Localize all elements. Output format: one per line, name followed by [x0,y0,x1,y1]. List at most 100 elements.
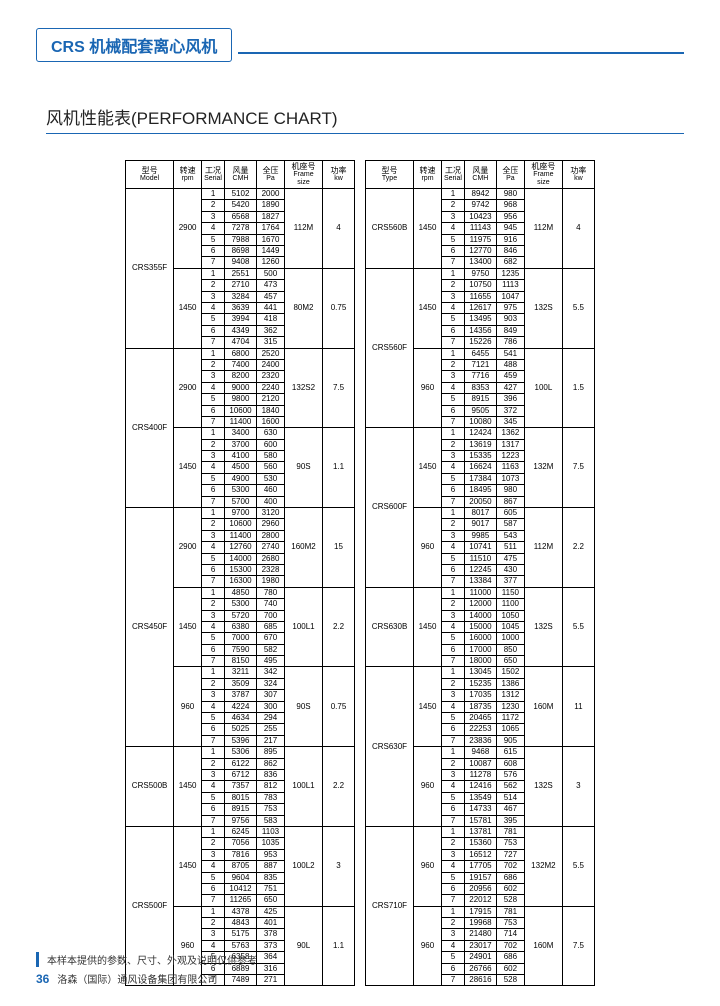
cell-serial: 4 [202,382,225,393]
cell-serial: 4 [442,701,465,712]
cell-serial: 7 [202,576,225,587]
cell-cmh: 7816 [225,849,257,860]
cell-serial: 1 [202,189,225,200]
cell-cmh: 4704 [225,337,257,348]
cell-pa: 650 [257,895,285,906]
cell-pa: 2520 [257,348,285,359]
cell-cmh: 8915 [225,804,257,815]
cell-frame: 132S [524,747,562,827]
cell-cmh: 24901 [464,952,496,963]
cell-pa: 686 [496,952,524,963]
performance-table-right: 型号Type转速rpm工况Serial风量CMH全压Pa机座号Frame siz… [365,160,595,986]
cell-serial: 6 [202,485,225,496]
cell-kw: 5.5 [562,587,594,667]
cell-serial: 1 [202,747,225,758]
cell-cmh: 6568 [225,211,257,222]
cell-serial: 6 [442,963,465,974]
cell-cmh: 8017 [464,508,496,519]
cell-kw: 3 [562,747,594,827]
column-header: 风量CMH [464,161,496,189]
cell-serial: 4 [442,781,465,792]
cell-cmh: 12770 [464,246,496,257]
cell-rpm: 2900 [174,348,202,428]
cell-kw: 4 [323,189,355,269]
cell-frame: 90S [285,667,323,747]
cell-serial: 2 [202,200,225,211]
cell-serial: 6 [442,883,465,894]
cell-serial: 7 [442,815,465,826]
cell-cmh: 7357 [225,781,257,792]
cell-model: CRS400F [126,348,174,507]
cell-pa: 836 [257,770,285,781]
cell-cmh: 15235 [464,678,496,689]
cell-cmh: 20050 [464,496,496,507]
cell-kw: 15 [323,508,355,588]
cell-cmh: 5720 [225,610,257,621]
cell-pa: 541 [496,348,524,359]
cell-cmh: 3787 [225,690,257,701]
cell-cmh: 10080 [464,416,496,427]
cell-pa: 475 [496,553,524,564]
cell-serial: 7 [202,337,225,348]
cell-cmh: 12416 [464,781,496,792]
cell-cmh: 6455 [464,348,496,359]
cell-serial: 3 [202,451,225,462]
cell-rpm: 960 [414,508,442,588]
cell-model: CRS600F [366,428,414,587]
cell-cmh: 8150 [225,656,257,667]
cell-cmh: 10750 [464,280,496,291]
cell-pa: 608 [496,758,524,769]
cell-pa: 1103 [257,826,285,837]
cell-frame: 100L [524,348,562,428]
cell-serial: 3 [442,929,465,940]
cell-serial: 6 [442,405,465,416]
cell-pa: 1230 [496,701,524,712]
cell-serial: 7 [202,257,225,268]
cell-serial: 6 [442,325,465,336]
cell-pa: 395 [496,815,524,826]
cell-cmh: 15000 [464,621,496,632]
cell-pa: 362 [257,325,285,336]
cell-cmh: 9408 [225,257,257,268]
cell-cmh: 5396 [225,735,257,746]
cell-serial: 5 [442,234,465,245]
cell-cmh: 17915 [464,906,496,917]
cell-pa: 300 [257,701,285,712]
column-header: 功率kw [562,161,594,189]
cell-pa: 1100 [496,599,524,610]
cell-pa: 528 [496,975,524,986]
cell-pa: 364 [257,952,285,963]
cell-kw: 7.5 [562,428,594,508]
cell-serial: 4 [202,302,225,313]
cell-serial: 6 [202,644,225,655]
cell-pa: 953 [257,849,285,860]
cell-pa: 727 [496,849,524,860]
cell-pa: 700 [257,610,285,621]
cell-cmh: 10087 [464,758,496,769]
cell-pa: 1312 [496,690,524,701]
cell-pa: 975 [496,302,524,313]
cell-serial: 3 [442,291,465,302]
cell-cmh: 12760 [225,542,257,553]
cell-serial: 7 [202,815,225,826]
cell-pa: 780 [257,587,285,598]
column-header: 风量CMH [225,161,257,189]
cell-pa: 342 [257,667,285,678]
cell-serial: 1 [442,747,465,758]
cell-pa: 2800 [257,530,285,541]
cell-pa: 315 [257,337,285,348]
cell-pa: 511 [496,542,524,553]
cell-pa: 1502 [496,667,524,678]
cell-frame: 132S2 [285,348,323,428]
cell-cmh: 13045 [464,667,496,678]
cell-serial: 6 [202,883,225,894]
cell-kw: 2.2 [562,508,594,588]
cell-pa: 2400 [257,359,285,370]
cell-serial: 4 [202,781,225,792]
cell-serial: 7 [442,656,465,667]
cell-serial: 1 [442,189,465,200]
cell-pa: 702 [496,940,524,951]
cell-pa: 602 [496,963,524,974]
cell-pa: 1890 [257,200,285,211]
cell-kw: 3 [323,826,355,906]
